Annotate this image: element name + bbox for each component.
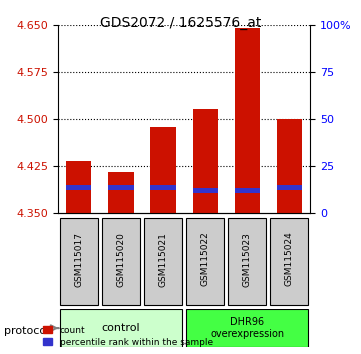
FancyBboxPatch shape [186, 309, 308, 347]
Text: GSM115021: GSM115021 [158, 232, 168, 286]
Bar [66, 161, 91, 213]
Text: GSM115017: GSM115017 [74, 232, 83, 287]
FancyBboxPatch shape [60, 217, 98, 304]
Bar [277, 185, 302, 190]
Text: protocol: protocol [4, 326, 49, 336]
Bar [108, 172, 134, 213]
Text: control: control [102, 323, 140, 333]
FancyBboxPatch shape [228, 217, 266, 304]
Bar [277, 119, 302, 213]
Text: GDS2072 / 1625576_at: GDS2072 / 1625576_at [100, 16, 261, 30]
Bar [192, 109, 218, 213]
FancyBboxPatch shape [186, 217, 224, 304]
Bar [151, 185, 176, 190]
Bar [151, 127, 176, 213]
Bar [235, 28, 260, 213]
Text: DHR96
overexpression: DHR96 overexpression [210, 317, 284, 339]
Legend: count, percentile rank within the sample: count, percentile rank within the sample [41, 323, 216, 349]
Text: GSM115024: GSM115024 [285, 232, 294, 286]
FancyBboxPatch shape [60, 309, 182, 347]
FancyBboxPatch shape [102, 217, 140, 304]
Bar [66, 185, 91, 190]
Bar [235, 188, 260, 193]
Text: GSM115023: GSM115023 [243, 232, 252, 286]
Text: GSM115022: GSM115022 [201, 232, 210, 286]
Text: GSM115020: GSM115020 [117, 232, 125, 286]
FancyBboxPatch shape [144, 217, 182, 304]
FancyBboxPatch shape [270, 217, 308, 304]
Bar [108, 185, 134, 190]
Bar [192, 188, 218, 193]
